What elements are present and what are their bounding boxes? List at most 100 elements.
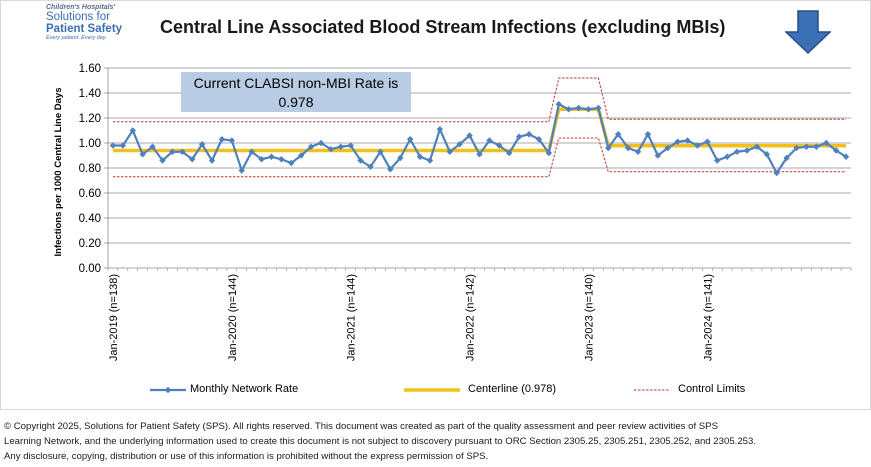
chart-plot: 0.00 0.20 0.40 0.60 0.80 1.00 1.20 1.40 1.60 Infe…	[53, 63, 852, 394]
logo-line-2: Solutions for	[46, 11, 110, 23]
rate-point	[793, 144, 800, 152]
y-tick-label: 0.00	[79, 263, 101, 275]
rate-point	[565, 106, 572, 113]
rate-point	[406, 136, 414, 143]
rate-point	[297, 152, 305, 159]
rate-point	[139, 151, 146, 158]
rate-point	[456, 141, 463, 148]
rate-point	[347, 142, 354, 149]
rate-point	[169, 148, 176, 155]
rate-point	[733, 148, 741, 155]
x-tick-label: Jan-2022 (n=142)	[465, 274, 477, 361]
rate-point	[109, 142, 117, 149]
rate-box-value: 0.978	[278, 94, 314, 110]
rate-point	[208, 157, 216, 164]
rate-point	[832, 147, 840, 154]
rate-point	[377, 148, 384, 155]
rate-point	[664, 144, 671, 152]
footer-line-2: Learning Network, and the underlying inf…	[4, 436, 756, 447]
rate-point	[555, 101, 562, 108]
down-arrow-icon	[785, 10, 831, 54]
rate-point	[327, 146, 335, 153]
rate-point	[337, 143, 345, 150]
rate-point	[198, 141, 206, 148]
legend-rate-marker	[164, 386, 172, 394]
rate-point	[545, 149, 553, 157]
legend-centerline-label: Centerline (0.978)	[468, 383, 557, 395]
rate-point	[723, 153, 731, 160]
x-tick-label: Jan-2024 (n=141)	[702, 274, 714, 361]
rate-point	[803, 143, 810, 150]
centerline	[112, 107, 847, 153]
rate-point	[585, 106, 592, 113]
rate-point	[763, 151, 770, 158]
rate-point	[515, 133, 523, 140]
logo-tagline: Every patient. Every day.	[46, 35, 107, 41]
rate-point	[773, 169, 780, 177]
rate-point	[694, 142, 701, 149]
rate-point	[535, 136, 543, 143]
y-tick-label: 0.20	[79, 238, 101, 250]
rate-point	[248, 148, 255, 155]
x-tick-label: Jan-2020 (n=144)	[227, 274, 239, 361]
footer-line-1: © Copyright 2025, Solutions for Patient …	[4, 421, 718, 432]
x-tick-label: Jan-2023 (n=140)	[583, 274, 595, 361]
logo-line-1: Children's Hospitals'	[46, 4, 116, 11]
rate-point	[387, 166, 394, 173]
sps-logo: Children's Hospitals' Solutions for Pati…	[46, 4, 146, 48]
y-tick-label: 0.40	[79, 213, 101, 225]
rate-point	[179, 148, 186, 155]
rate-point	[238, 167, 245, 174]
x-tick-label: Jan-2019 (n=138)	[108, 274, 120, 361]
rate-point	[476, 151, 483, 158]
logo-line-3: Patient Safety	[46, 23, 123, 35]
rate-point	[704, 138, 711, 145]
rate-point	[159, 157, 166, 164]
rate-point	[743, 147, 751, 154]
y-tick-label: 0.80	[79, 163, 101, 175]
y-tick-label: 1.20	[79, 113, 101, 125]
rate-point	[258, 156, 265, 163]
rate-point	[218, 136, 226, 143]
rate-point	[466, 132, 473, 139]
rate-point	[228, 137, 236, 144]
rate-point	[595, 104, 602, 112]
lower-control-limit	[112, 137, 847, 178]
rate-point	[317, 139, 325, 147]
rate-point	[416, 153, 424, 160]
rate-point	[357, 157, 364, 164]
rate-point	[614, 131, 622, 138]
rate-point	[268, 153, 275, 160]
rate-point	[397, 154, 404, 162]
rate-point	[436, 126, 444, 133]
rate-point	[486, 137, 493, 144]
rate-point	[644, 131, 652, 138]
legend-rate-label: Monthly Network Rate	[190, 383, 299, 395]
rate-point	[426, 157, 434, 164]
y-tick-label: 1.60	[79, 63, 101, 75]
y-tick-label: 1.00	[79, 138, 101, 150]
rate-point	[119, 142, 127, 149]
rate-point	[189, 156, 196, 163]
y-tick-label: 0.60	[79, 188, 101, 200]
rate-point	[149, 143, 156, 150]
rate-point	[823, 139, 830, 147]
rate-point	[753, 143, 761, 150]
rate-point	[278, 156, 285, 163]
legend-limits-label: Control Limits	[678, 383, 746, 395]
rate-point	[714, 157, 721, 164]
rate-point	[605, 144, 612, 152]
y-axis-title: Infections per 1000 Central Line Days	[53, 88, 64, 257]
y-tick-label: 1.40	[79, 88, 101, 100]
rate-point	[129, 127, 136, 134]
rate-point	[288, 159, 295, 167]
rate-point	[674, 138, 681, 145]
rate-point	[684, 137, 691, 144]
x-tick-label: Jan-2021 (n=144)	[346, 274, 358, 361]
rate-point	[624, 144, 632, 152]
rate-point	[506, 149, 513, 157]
rate-point	[575, 104, 582, 112]
rate-box-label: Current CLABSI non-MBI Rate is	[193, 75, 399, 91]
rate-point	[496, 142, 503, 149]
rate-point	[446, 148, 453, 155]
